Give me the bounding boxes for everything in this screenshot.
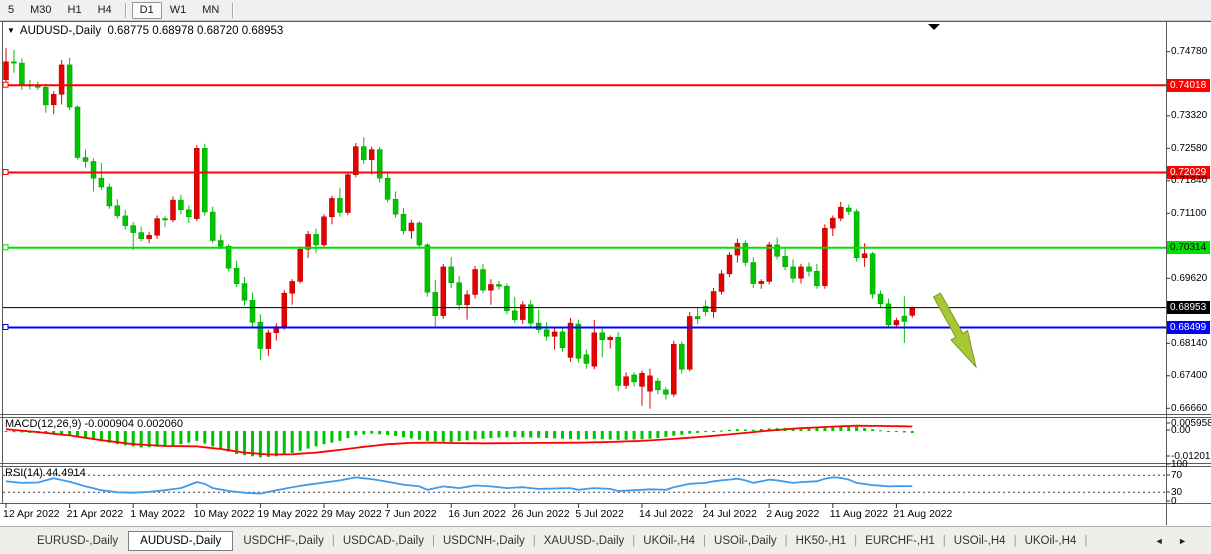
- tab-separator: |: [784, 534, 788, 547]
- chart-tab-ukoil-h4[interactable]: UKOil-,H4: [643, 534, 696, 547]
- chart-tab-usoil-h4[interactable]: USOil-,H4: [953, 534, 1006, 547]
- chart-tab-usdcad-daily[interactable]: USDCAD-,Daily: [342, 534, 424, 547]
- rsi-pane-top-border: [0, 466, 1211, 467]
- chart-ohlc-values: 0.68775 0.68978 0.68720 0.68953: [107, 25, 284, 37]
- tab-separator: |: [532, 534, 536, 547]
- tab-separator: |: [703, 534, 707, 547]
- chart-tab-audusd-daily[interactable]: AUDUSD-,Daily: [128, 530, 234, 551]
- chart-tab-xauusd-daily[interactable]: XAUUSD-,Daily: [543, 534, 625, 547]
- tab-separator: |: [942, 534, 946, 547]
- chart-symbol-label: AUDUSD-,Daily: [19, 25, 102, 37]
- chart-tab-bar: EURUSD-,Daily AUDUSD-,Daily USDCHF-,Daily |…: [0, 526, 1211, 554]
- chart-tab-usdcnh-daily[interactable]: USDCNH-,Daily: [442, 534, 525, 547]
- tab-separator: |: [854, 534, 858, 547]
- timeframe-toolbar: 5 M30 H1 H4 D1 W1 MN: [0, 0, 1211, 21]
- price-axis-separator: [1166, 22, 1167, 525]
- rsi-pane-bottom-border: [0, 503, 1211, 504]
- tab-separator: |: [431, 534, 435, 547]
- tab-separator: |: [1013, 534, 1017, 547]
- timeframe-button-MN[interactable]: MN: [202, 3, 220, 16]
- chart-title: ▼ AUDUSD-,Daily 0.68775 0.68978 0.68720 0…: [7, 25, 283, 37]
- chart-main-pane[interactable]: [3, 22, 1166, 414]
- rsi-pane[interactable]: [3, 467, 1166, 503]
- toolbar-separator: [124, 2, 127, 18]
- chart-tab-eurusd-daily[interactable]: EURUSD-,Daily: [37, 534, 119, 547]
- tab-separator: |: [632, 534, 636, 547]
- timeframe-button-W1[interactable]: W1: [169, 3, 187, 16]
- macd-pane-top-border: [0, 417, 1211, 418]
- main-pane-bottom-border: [0, 414, 1211, 415]
- chart-tab-hk50-h1[interactable]: HK50-,H1: [795, 534, 847, 547]
- tab-separator: |: [1084, 534, 1088, 547]
- timeframe-button-M30[interactable]: M30: [30, 3, 52, 16]
- price-axis[interactable]: [1167, 22, 1211, 503]
- chart-tab-ukoil-h4[interactable]: UKOil-,H4: [1024, 534, 1077, 547]
- timeframe-button-D1[interactable]: D1: [131, 1, 162, 19]
- macd-indicator-title: MACD(12,26,9) -0.000904 0.002060: [5, 418, 183, 430]
- macd-pane-bottom-border: [0, 463, 1211, 464]
- chart-tab-usdchf-daily[interactable]: USDCHF-,Daily: [243, 534, 324, 547]
- toolbar-separator: [232, 2, 235, 18]
- timeframe-button-5[interactable]: 5: [8, 3, 15, 16]
- timeframe-button-H4[interactable]: H4: [97, 3, 112, 16]
- chart-tab-usoil-daily[interactable]: USOil-,Daily: [714, 534, 777, 547]
- chart-frame-top: [0, 21, 1211, 22]
- date-axis[interactable]: [3, 504, 1166, 525]
- rsi-indicator-title: RSI(14) 44.4914: [5, 467, 86, 479]
- chart-frame-left: [2, 22, 3, 503]
- tab-scroll-arrows[interactable]: ◄ ►: [1154, 535, 1193, 546]
- timeframe-button-H1[interactable]: H1: [67, 3, 82, 16]
- tab-separator: |: [331, 534, 335, 547]
- chart-tab-eurchf-h1[interactable]: EURCHF-,H1: [865, 534, 935, 547]
- one-click-trading-toggle-icon[interactable]: ▼: [7, 26, 15, 35]
